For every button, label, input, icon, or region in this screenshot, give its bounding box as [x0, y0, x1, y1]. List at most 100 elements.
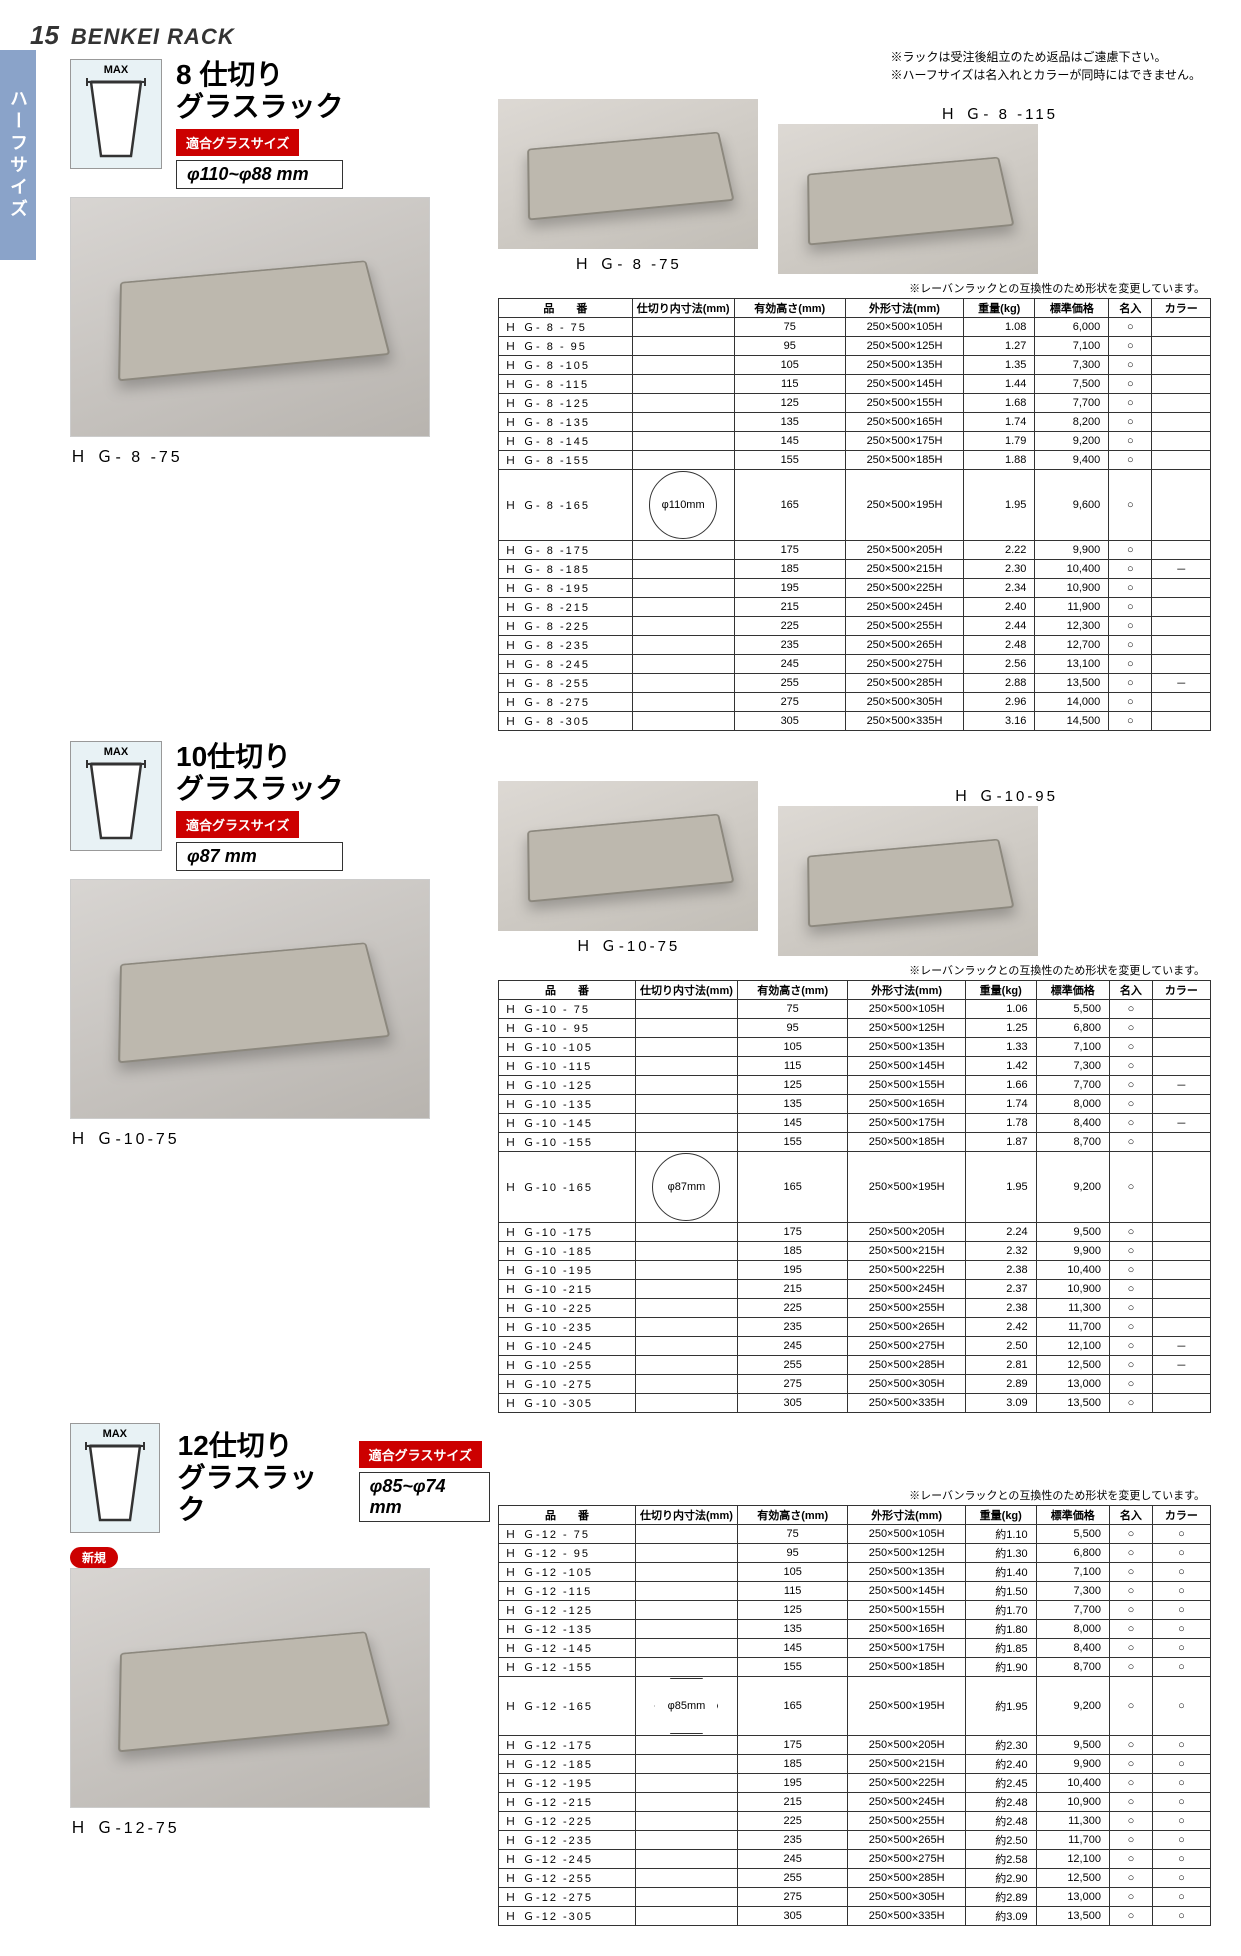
table-cell: 1.95: [965, 1152, 1036, 1223]
table-cell: 250×500×225H: [848, 1261, 965, 1280]
table-cell: Ｈ Ｇ-10 - 75: [499, 1000, 636, 1019]
table-cell: 1.42: [965, 1057, 1036, 1076]
table-cell: [1152, 617, 1211, 636]
table-cell: [1152, 1223, 1210, 1242]
size-value: φ110~φ88 mm: [176, 160, 343, 189]
table-header: 有効高さ(mm): [737, 1506, 848, 1525]
table-header: 外形寸法(mm): [848, 1506, 965, 1525]
table-cell: ○: [1109, 1356, 1152, 1375]
table-cell: 1.95: [964, 470, 1035, 541]
table-cell: 165: [737, 1152, 848, 1223]
table-row: Ｈ Ｇ-10 -245245250×500×275H2.5012,100○－: [499, 1337, 1211, 1356]
table-cell: [1152, 1152, 1210, 1223]
table-cell: 250×500×225H: [848, 1774, 965, 1793]
table-cell: 250×500×135H: [848, 1563, 965, 1582]
table-cell: ○: [1109, 1261, 1152, 1280]
table-cell: ○: [1109, 1114, 1152, 1133]
table-cell: [636, 1280, 738, 1299]
table-cell: 2.37: [965, 1280, 1036, 1299]
table-cell: 115: [734, 375, 845, 394]
table-row: Ｈ Ｇ-10 -235235250×500×265H2.4211,700○: [499, 1318, 1211, 1337]
table-cell: 250×500×275H: [848, 1850, 965, 1869]
table-cell: 11,300: [1036, 1299, 1109, 1318]
max-label: MAX: [103, 1428, 127, 1440]
table-cell: ○: [1109, 1152, 1152, 1223]
table-cell: ○: [1109, 1907, 1152, 1926]
table-cell: 7,300: [1036, 1582, 1109, 1601]
table-cell: ○: [1109, 318, 1152, 337]
table-cell: [1152, 1242, 1210, 1261]
table-cell: 250×500×155H: [848, 1076, 965, 1095]
table-cell: 250×500×305H: [848, 1888, 965, 1907]
table-row: Ｈ Ｇ-12 -115115250×500×145H約1.507,300○○: [499, 1582, 1211, 1601]
table-cell: ○: [1109, 1394, 1152, 1413]
table-row: Ｈ Ｇ- 8 -305305250×500×335H3.1614,500○: [499, 712, 1211, 731]
table-cell: 95: [737, 1544, 848, 1563]
table-cell: [636, 1057, 738, 1076]
table-cell: [632, 394, 734, 413]
table-row: Ｈ Ｇ- 8 -225225250×500×255H2.4412,300○: [499, 617, 1211, 636]
table-cell: Ｈ Ｇ- 8 -105: [499, 356, 633, 375]
table-cell: ○: [1109, 451, 1152, 470]
table-cell: 14,000: [1035, 693, 1109, 712]
table-row: Ｈ Ｇ- 8 -135135250×500×165H1.748,200○: [499, 413, 1211, 432]
table-cell: 250×500×145H: [848, 1057, 965, 1076]
page-number: 15: [30, 20, 59, 51]
table-cell: 1.33: [965, 1038, 1036, 1057]
product-photo-small: [778, 806, 1038, 956]
table-cell: 10,400: [1036, 1261, 1109, 1280]
table-cell: Ｈ Ｇ-12 -225: [499, 1812, 636, 1831]
table-cell: 3.16: [964, 712, 1035, 731]
table-cell: 12,100: [1036, 1850, 1109, 1869]
table-cell: [636, 1601, 738, 1620]
table-cell: 7,700: [1036, 1076, 1109, 1095]
table-cell: Ｈ Ｇ-10 -115: [499, 1057, 636, 1076]
table-cell: Ｈ Ｇ- 8 -245: [499, 655, 633, 674]
table-cell: 2.38: [965, 1261, 1036, 1280]
table-header: 品 番: [499, 299, 633, 318]
table-cell: 245: [734, 655, 845, 674]
table-cell: ○: [1109, 1318, 1152, 1337]
table-cell: [636, 1755, 738, 1774]
table-header: 標準価格: [1036, 1506, 1109, 1525]
table-cell: 250×500×105H: [848, 1525, 965, 1544]
table-cell: 145: [737, 1639, 848, 1658]
table-cell: 7,500: [1035, 375, 1109, 394]
spec-table: 品 番仕切り内寸法(mm)有効高さ(mm)外形寸法(mm)重量(kg)標準価格名…: [498, 1505, 1211, 1926]
table-cell: 2.81: [965, 1356, 1036, 1375]
table-cell: 3.09: [965, 1394, 1036, 1413]
table-cell: 9,200: [1036, 1152, 1109, 1223]
size-value: φ87 mm: [176, 842, 343, 871]
table-cell: 250×500×125H: [848, 1544, 965, 1563]
table-cell: 175: [737, 1736, 848, 1755]
table-cell: 2.30: [964, 560, 1035, 579]
inner-dimension-circle: φ110mm: [649, 471, 717, 539]
table-cell: 250×500×275H: [845, 655, 963, 674]
table-row: Ｈ Ｇ- 8 -105105250×500×135H1.357,300○: [499, 356, 1211, 375]
table-cell: ○: [1109, 1677, 1152, 1736]
table-cell: 約1.95: [965, 1677, 1036, 1736]
table-cell: ○: [1109, 1544, 1152, 1563]
table-cell: 10,400: [1036, 1774, 1109, 1793]
table-cell: 185: [737, 1242, 848, 1261]
table-row: Ｈ Ｇ- 8 -235235250×500×265H2.4812,700○: [499, 636, 1211, 655]
table-cell: 165: [734, 470, 845, 541]
table-cell: ○: [1152, 1812, 1210, 1831]
max-label: MAX: [104, 64, 128, 76]
table-row: Ｈ Ｇ- 8 -145145250×500×175H1.799,200○: [499, 432, 1211, 451]
table-cell: ○: [1109, 1774, 1152, 1793]
size-value: φ85~φ74 mm: [359, 1472, 490, 1522]
table-cell: Ｈ Ｇ-10 - 95: [499, 1019, 636, 1038]
side-tab: ハーフサイズ: [0, 50, 36, 260]
table-cell: [636, 1831, 738, 1850]
table-cell: 10,900: [1036, 1793, 1109, 1812]
table-cell: －: [1152, 1337, 1210, 1356]
table-cell: Ｈ Ｇ- 8 -195: [499, 579, 633, 598]
table-cell: 2.48: [964, 636, 1035, 655]
table-cell: Ｈ Ｇ- 8 -235: [499, 636, 633, 655]
table-cell: 8,400: [1036, 1639, 1109, 1658]
table-cell: ○: [1152, 1677, 1210, 1736]
table-cell: 7,700: [1035, 394, 1109, 413]
table-cell: ○: [1109, 1755, 1152, 1774]
table-cell: 13,500: [1035, 674, 1109, 693]
